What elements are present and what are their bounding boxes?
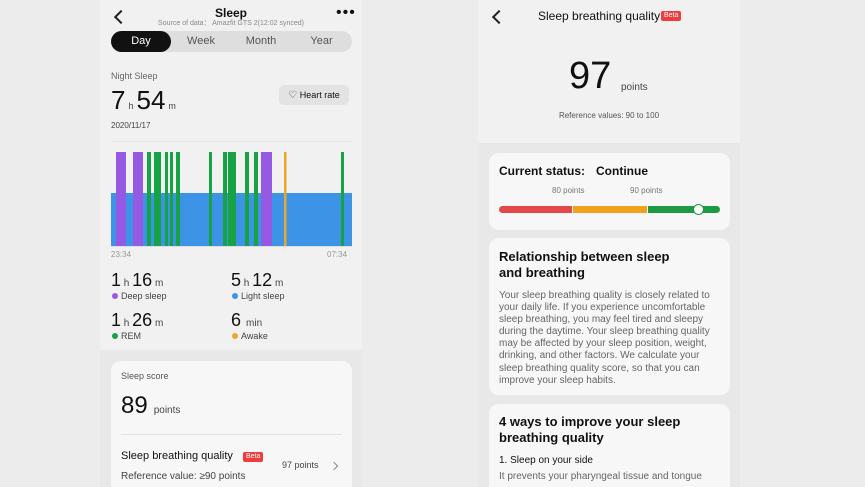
sleep-score-unit: points (153, 405, 181, 416)
awake-duration: 6 min (231, 310, 263, 330)
status-indicator (693, 204, 704, 215)
deep-sleep-bar (133, 152, 143, 246)
status-bar-mid (573, 206, 647, 213)
period-tabs: Day Week Month Year (111, 31, 352, 52)
rem-bar (165, 152, 168, 246)
rem-bar (154, 152, 161, 246)
sleep-score-card: Sleep score 89 points (111, 361, 352, 487)
relationship-card: Relationship between sleep and breathing… (489, 238, 730, 395)
tab-year[interactable]: Year (310, 35, 333, 47)
breathing-row-title: Sleep breathing quality (121, 450, 233, 462)
page-title: Sleep breathing quality (538, 9, 661, 23)
breathing-quality-panel: Sleep breathing quality Beta 97 points R… (478, 0, 740, 487)
sleep-score-label: Sleep score (121, 371, 169, 381)
rem-label: REM (121, 331, 141, 341)
rem-bar (245, 152, 249, 246)
tips-card: 4 ways to improve your sleep breathing q… (489, 404, 730, 487)
status-value: Continue (596, 164, 648, 178)
chart-end-time: 07:34 (327, 250, 348, 259)
rem-bar (228, 152, 236, 246)
page-title: Sleep (214, 6, 247, 20)
heart-icon: ♡ (288, 90, 298, 101)
breathing-row-value: 97 points (282, 460, 319, 470)
data-source: Source of data： Amazfit GTS 2(12:02 sync… (158, 20, 304, 27)
heart-rate-label: Heart rate (299, 90, 340, 100)
deep-sleep-bar (116, 152, 126, 246)
deep-sleep-duration: 1 h 16 m (111, 270, 164, 290)
tip-1-title: 1. Sleep on your side (499, 455, 593, 466)
status-mark-80: 80 points (552, 186, 585, 195)
breathing-row-reference: Reference value: ≥90 points (121, 471, 246, 482)
rem-bar (209, 152, 212, 246)
relationship-title: Relationship between sleep and breathing (499, 249, 670, 280)
sleep-stage-chart (111, 141, 352, 247)
beta-badge: Beta (661, 11, 682, 21)
sleep-score: 89 points (121, 392, 180, 420)
back-icon[interactable] (491, 9, 507, 25)
rem-bar (176, 152, 180, 246)
chart-start-time: 23:34 (111, 250, 132, 259)
status-bar-low (499, 206, 572, 213)
relationship-body: Your sleep breathing quality is closely … (499, 290, 710, 386)
status-label: Current status: (499, 164, 586, 178)
deep-sleep-dot (112, 293, 118, 299)
tips-title: 4 ways to improve your sleep breathing q… (499, 414, 681, 445)
breathing-quality-row[interactable]: Sleep breathing quality Beta Reference v… (111, 440, 352, 487)
light-sleep-label: Light sleep (241, 291, 285, 301)
rem-bar (341, 152, 344, 246)
deep-sleep-label: Deep sleep (121, 291, 167, 301)
rem-bar (170, 152, 173, 246)
divider (121, 434, 342, 435)
awake-bar (284, 152, 287, 246)
rem-bar (223, 152, 227, 246)
sleep-score-value: 89 (121, 392, 148, 419)
rem-dot (112, 333, 118, 339)
duration-m-unit: m (168, 101, 176, 111)
breathing-score-unit: points (621, 82, 648, 93)
tab-month[interactable]: Month (245, 35, 277, 47)
reference-values: Reference values: 90 to 100 (558, 111, 660, 120)
beta-badge: Beta (243, 452, 264, 462)
duration-minutes: 54 (136, 85, 166, 115)
tip-1-body: It prevents your pharyngeal tissue and t… (499, 471, 702, 482)
rem-bar (254, 152, 258, 246)
awake-dot (232, 333, 238, 339)
light-sleep-duration: 5 h 12 m (231, 270, 284, 290)
heart-rate-button[interactable]: ♡ Heart rate (279, 85, 349, 105)
tab-day[interactable]: Day (111, 31, 171, 52)
tab-week[interactable]: Week (187, 35, 215, 47)
current-status-card: Current status: Continue 80 points 90 po… (489, 153, 730, 230)
light-sleep-dot (232, 293, 238, 299)
sleep-date: 2020/11/17 (111, 121, 151, 130)
sleep-panel: Sleep Source of data： Amazfit GTS 2(12:0… (100, 0, 362, 487)
status-bar-high (648, 206, 720, 213)
breathing-score-value: 97 (569, 55, 612, 97)
rem-bar (147, 152, 151, 246)
rem-duration: 1 h 26 m (111, 310, 164, 330)
more-icon[interactable]: ••• (336, 4, 356, 21)
night-sleep-label: Night Sleep (111, 71, 158, 81)
duration-hours: 7 (111, 85, 126, 115)
deep-sleep-bar (261, 152, 272, 246)
chevron-right-icon (329, 461, 339, 471)
duration-h-unit: h (128, 101, 134, 111)
status-mark-90: 90 points (630, 186, 663, 195)
awake-label: Awake (241, 331, 268, 341)
sleep-duration: 7 h 54 m (111, 85, 176, 116)
